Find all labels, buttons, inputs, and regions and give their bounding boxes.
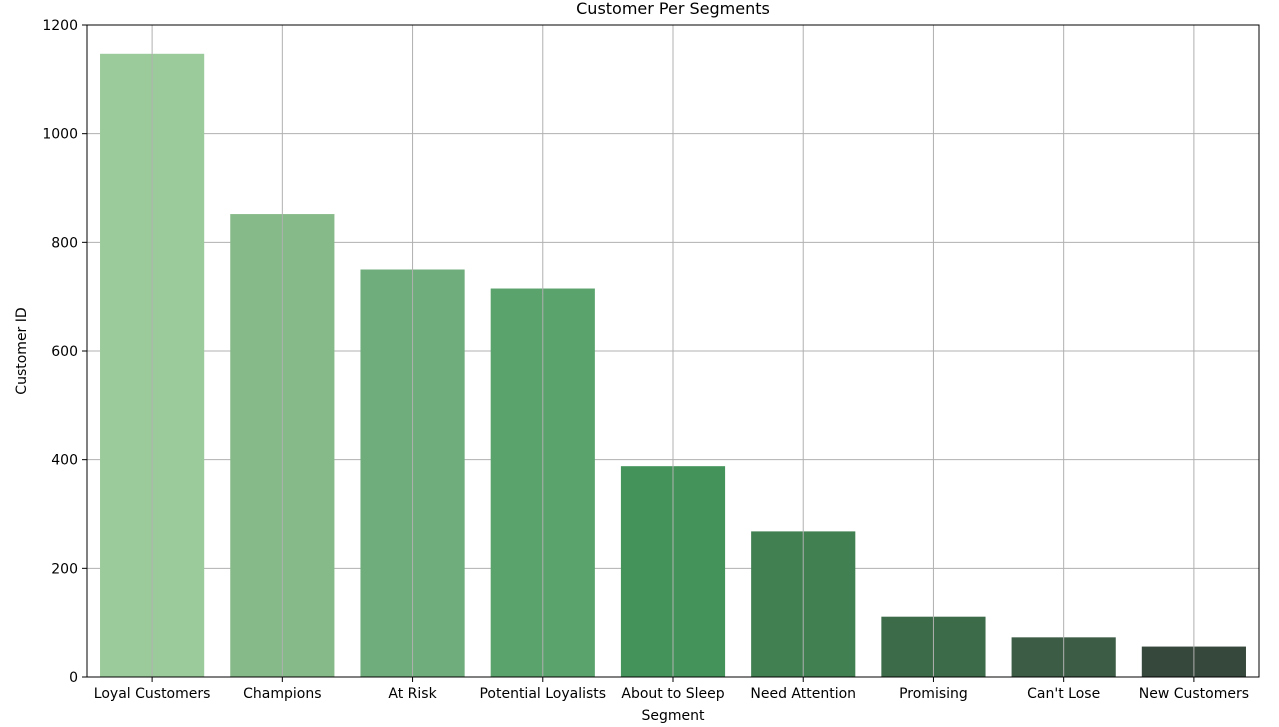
x-tick-label: New Customers <box>1139 686 1249 702</box>
chart-title: Customer Per Segments <box>576 0 770 18</box>
y-tick-label: 400 <box>51 453 78 469</box>
x-axis-title: Segment <box>642 708 706 724</box>
x-tick-label: Promising <box>899 686 968 702</box>
x-tick-label: Can't Lose <box>1027 686 1100 702</box>
x-tick-label: Champions <box>243 686 321 702</box>
vertical-grid-lines <box>151 25 1195 677</box>
y-tick-label: 1000 <box>42 127 78 143</box>
y-tick-label: 1200 <box>42 18 78 34</box>
x-tick-label: Potential Loyalists <box>479 686 606 702</box>
x-tick-label: About to Sleep <box>621 686 724 702</box>
y-axis-ticks: 0 200 400 600 800 1000 1200 <box>42 18 87 686</box>
y-tick-label: 200 <box>51 561 78 577</box>
x-tick-label: At Risk <box>388 686 437 702</box>
y-tick-label: 800 <box>51 235 78 251</box>
x-tick-label: Loyal Customers <box>94 686 211 702</box>
y-axis-title: Customer ID <box>14 307 30 394</box>
x-axis-ticks: Loyal Customers Champions At Risk Potential… <box>94 677 1249 702</box>
y-tick-label: 600 <box>51 344 78 360</box>
y-tick-label: 0 <box>69 670 78 686</box>
x-tick-label: Need Attention <box>750 686 856 702</box>
